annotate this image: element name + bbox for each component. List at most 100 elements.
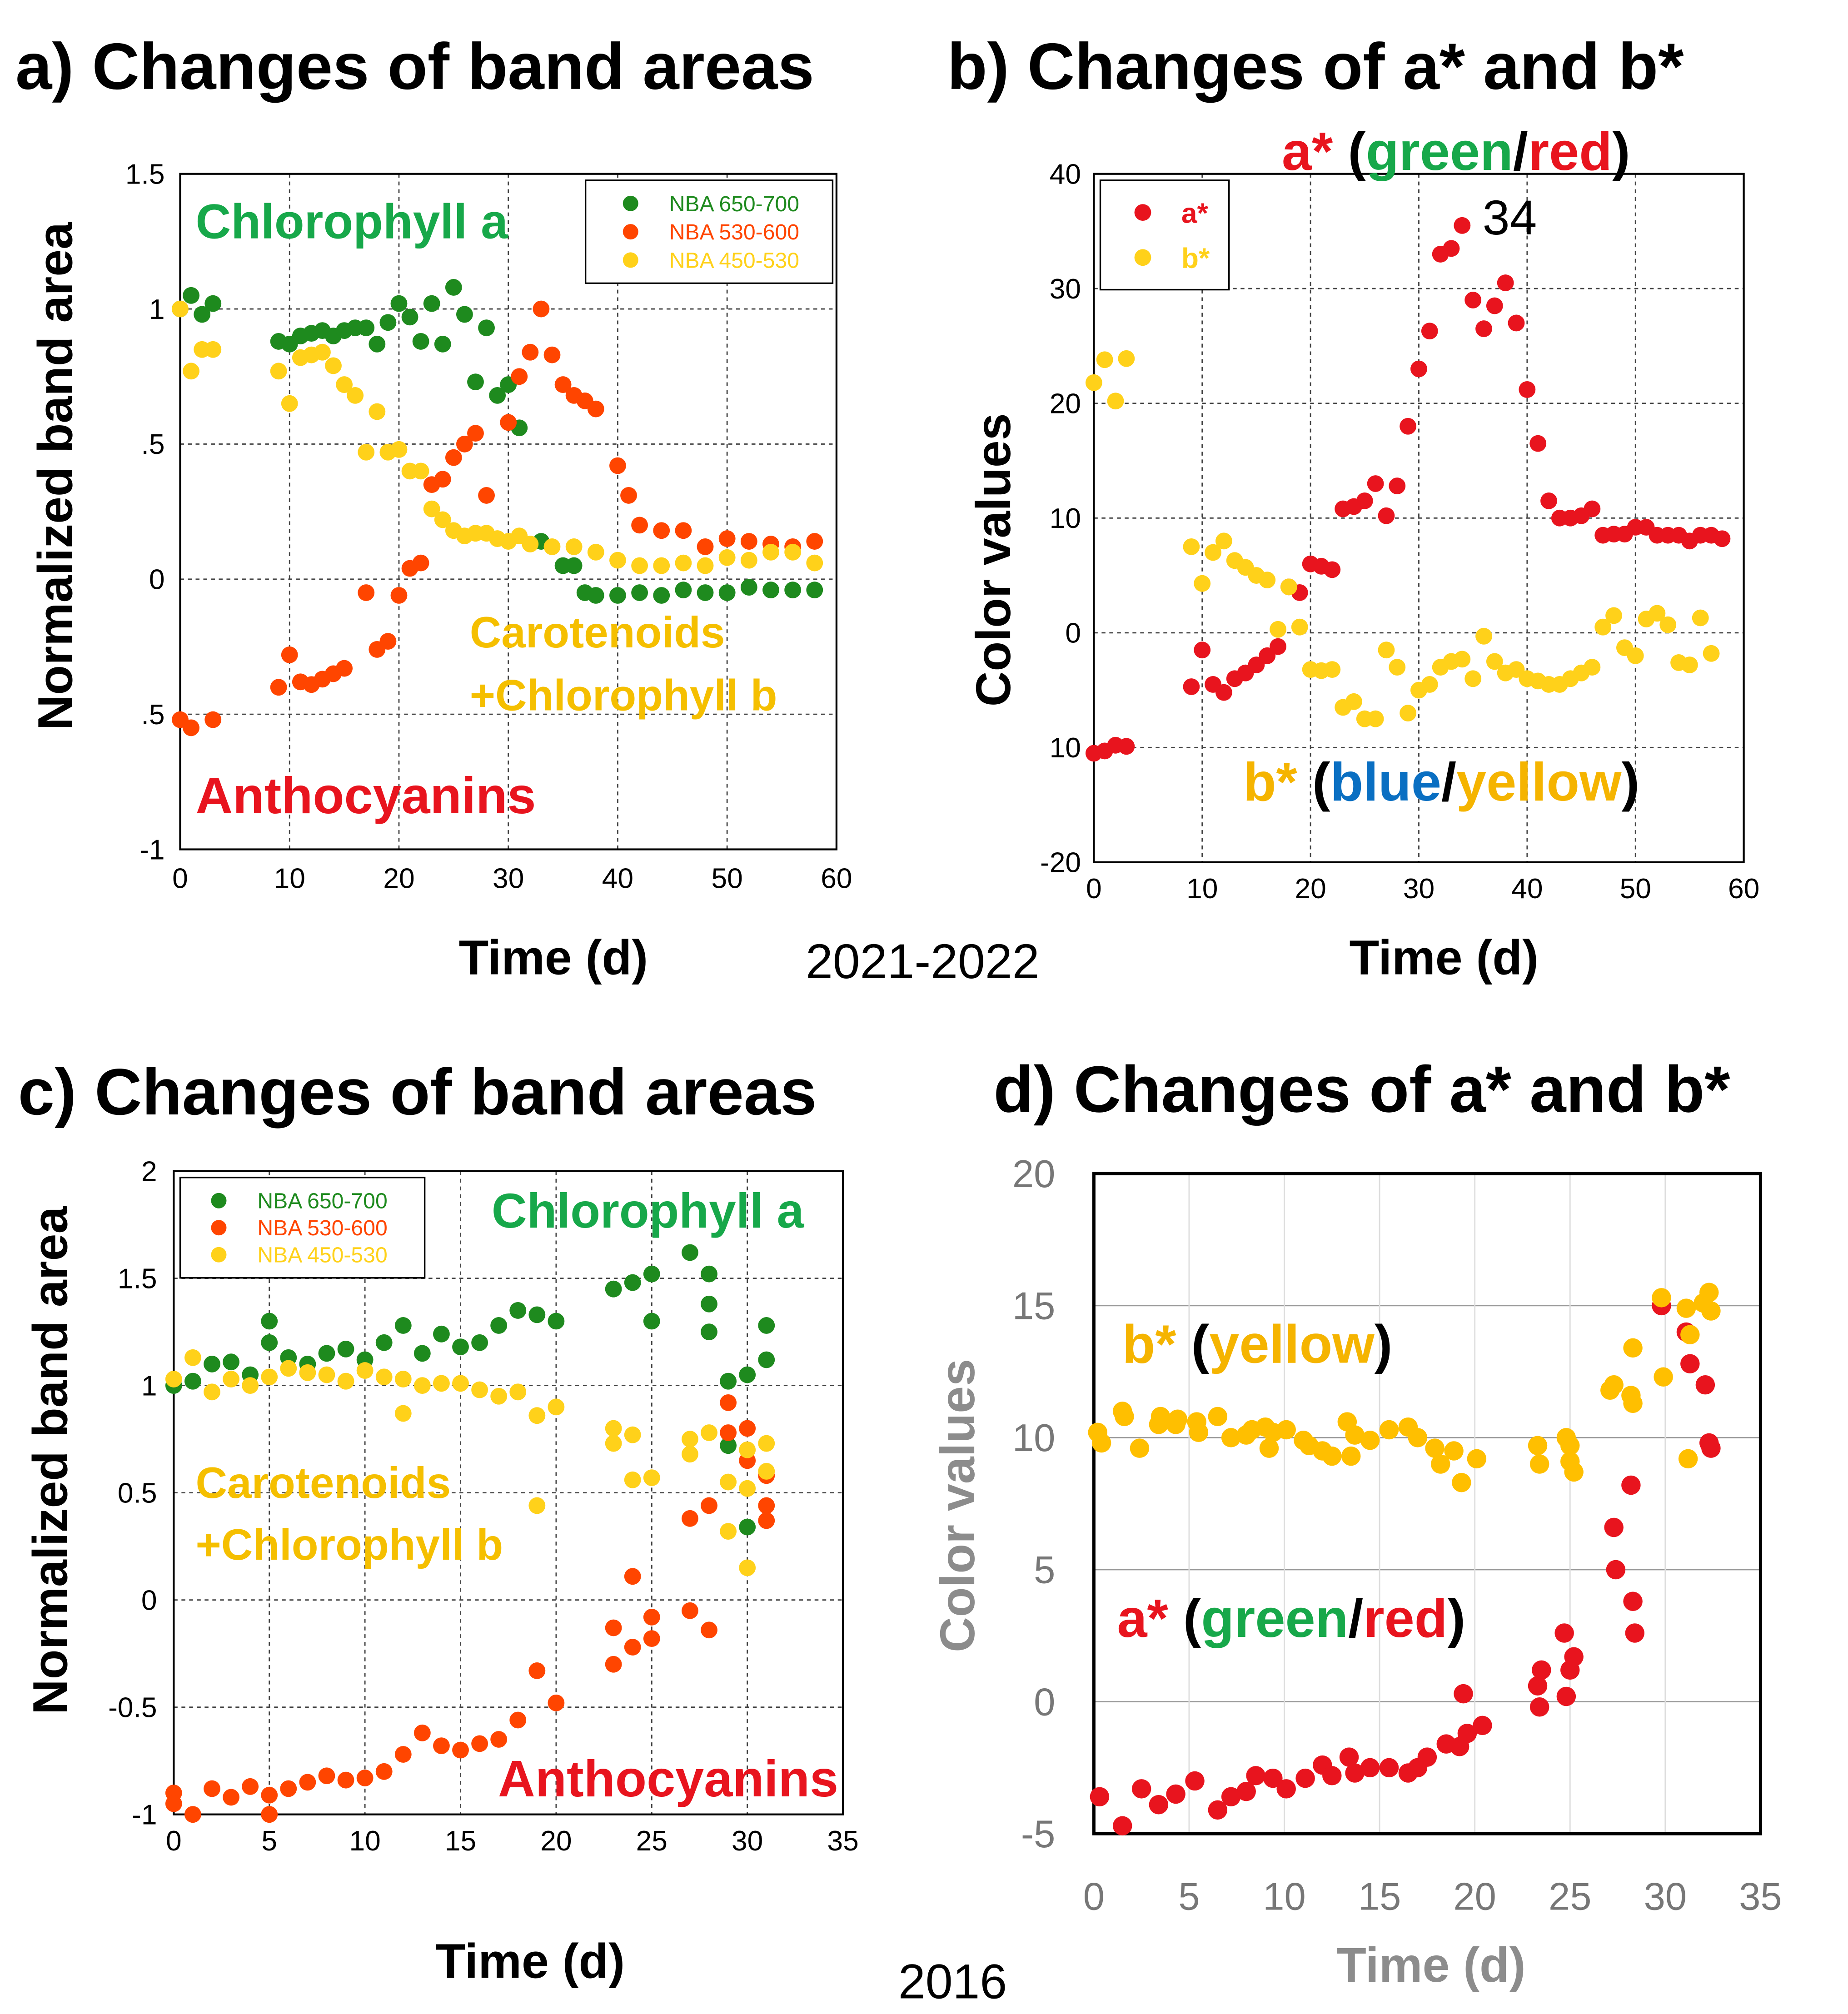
data-point bbox=[299, 1364, 316, 1381]
data-point bbox=[1215, 532, 1232, 550]
data-point bbox=[412, 554, 429, 572]
data-point bbox=[758, 1512, 775, 1529]
data-point bbox=[758, 1317, 775, 1334]
data-point bbox=[1584, 659, 1601, 676]
data-point bbox=[490, 1317, 508, 1334]
data-point bbox=[1554, 1623, 1574, 1643]
data-point bbox=[1678, 1449, 1698, 1469]
y-tick-label: 0.5 bbox=[118, 1477, 157, 1509]
data-point bbox=[1699, 1283, 1719, 1303]
data-point bbox=[682, 1244, 698, 1261]
data-point bbox=[1540, 492, 1557, 509]
data-point bbox=[1205, 544, 1221, 561]
data-point bbox=[740, 533, 757, 550]
data-point bbox=[433, 1375, 450, 1392]
data-point bbox=[1324, 561, 1341, 578]
data-point bbox=[1322, 1766, 1342, 1785]
data-point bbox=[1604, 1375, 1624, 1395]
legend-marker bbox=[1134, 204, 1151, 221]
data-point bbox=[1185, 1771, 1205, 1791]
data-point bbox=[467, 373, 484, 391]
data-point bbox=[806, 582, 823, 599]
data-point bbox=[183, 719, 199, 736]
data-point bbox=[1564, 1647, 1584, 1667]
data-point bbox=[1149, 1795, 1169, 1815]
data-point bbox=[1270, 621, 1286, 638]
x-tick-label: 15 bbox=[1358, 1875, 1401, 1918]
data-point bbox=[471, 1334, 488, 1351]
data-point bbox=[467, 425, 484, 442]
x-tick-label: 20 bbox=[1295, 873, 1326, 905]
y-tick-label: 0 bbox=[1034, 1681, 1055, 1724]
data-point bbox=[605, 1280, 622, 1298]
x-tick-label: 25 bbox=[1549, 1875, 1591, 1918]
data-point bbox=[548, 1694, 565, 1711]
data-point bbox=[1497, 274, 1514, 291]
legend-marker bbox=[211, 1193, 227, 1208]
data-point bbox=[489, 387, 506, 404]
data-point bbox=[490, 1731, 508, 1748]
data-point bbox=[1701, 1438, 1721, 1458]
y-tick-label: -1 bbox=[132, 1799, 157, 1830]
x-tick-label: 30 bbox=[1644, 1875, 1687, 1918]
data-point bbox=[1389, 659, 1406, 676]
grid bbox=[1094, 1174, 1761, 1834]
annotation-chlorophyll-a: Chlorophyll a bbox=[195, 194, 508, 249]
data-point bbox=[358, 319, 375, 337]
data-point bbox=[379, 314, 397, 331]
legend-label: NBA 650-700 bbox=[257, 1189, 387, 1213]
data-point bbox=[643, 1265, 660, 1283]
legend-label: NBA 450-530 bbox=[257, 1243, 387, 1268]
data-point bbox=[1189, 1422, 1209, 1442]
x-tick-label: 10 bbox=[1186, 873, 1218, 905]
data-point bbox=[624, 1426, 641, 1443]
data-point bbox=[1703, 645, 1720, 662]
y-tick-label: 20 bbox=[1012, 1153, 1056, 1196]
data-point bbox=[184, 1806, 201, 1823]
data-point bbox=[1131, 1779, 1151, 1799]
annotation-b-star: b* (blue/yellow) bbox=[1243, 752, 1639, 812]
data-point bbox=[1594, 618, 1612, 636]
data-point bbox=[682, 1510, 698, 1527]
data-point bbox=[1467, 1449, 1487, 1469]
data-point bbox=[565, 557, 583, 574]
data-point bbox=[379, 633, 397, 650]
data-point bbox=[1118, 350, 1135, 367]
data-point bbox=[434, 335, 451, 353]
data-point bbox=[413, 1377, 431, 1394]
data-point bbox=[1627, 647, 1644, 664]
data-point bbox=[739, 1441, 756, 1458]
data-point bbox=[1259, 1438, 1279, 1458]
plot-frame bbox=[1093, 173, 1745, 864]
data-point bbox=[643, 1313, 660, 1330]
data-point bbox=[758, 1497, 775, 1514]
data-point bbox=[643, 1630, 660, 1647]
data-point bbox=[528, 1407, 546, 1424]
data-point bbox=[336, 376, 353, 393]
data-point bbox=[682, 1431, 698, 1448]
data-point bbox=[720, 1424, 737, 1441]
data-point bbox=[720, 1473, 737, 1491]
data-point bbox=[1360, 1758, 1380, 1778]
data-point bbox=[720, 1523, 737, 1540]
data-point bbox=[184, 1373, 201, 1390]
data-point bbox=[204, 1383, 220, 1401]
data-point bbox=[1430, 1454, 1450, 1474]
data-point bbox=[1654, 1367, 1673, 1387]
data-point bbox=[1623, 1591, 1643, 1611]
data-point bbox=[718, 584, 736, 601]
data-point bbox=[1454, 217, 1471, 234]
data-point bbox=[1623, 1338, 1643, 1358]
data-point bbox=[675, 522, 692, 539]
data-point bbox=[631, 517, 648, 534]
data-point bbox=[423, 295, 440, 312]
data-point bbox=[643, 1609, 660, 1626]
data-point bbox=[318, 1345, 335, 1362]
data-point bbox=[587, 400, 604, 418]
x-tick-label: 20 bbox=[540, 1825, 572, 1857]
y-tick-label: 0 bbox=[141, 1585, 157, 1616]
data-point bbox=[522, 536, 539, 552]
data-point bbox=[1443, 240, 1460, 257]
data-point bbox=[739, 1480, 756, 1497]
data-point bbox=[1556, 1686, 1576, 1706]
